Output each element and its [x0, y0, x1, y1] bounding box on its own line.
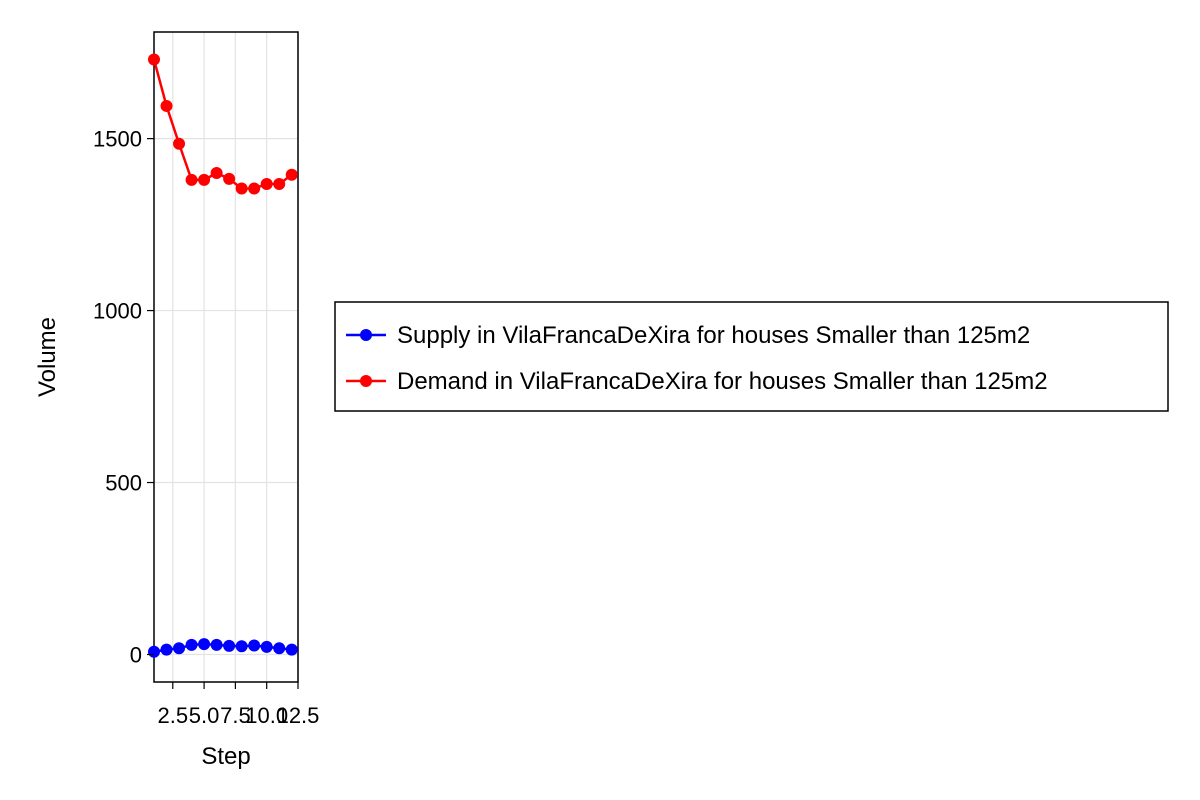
data-point	[148, 53, 160, 66]
data-point	[285, 643, 298, 656]
legend-swatch-marker	[360, 329, 372, 341]
legend-swatch-marker	[360, 375, 372, 387]
y-tick-label: 1500	[93, 127, 142, 152]
data-point	[148, 645, 160, 658]
x-tick-label: 10.0	[245, 703, 288, 728]
y-tick-label: 500	[105, 471, 142, 496]
x-tick-label: 2.5	[157, 703, 188, 728]
y-tick-label: 1000	[93, 299, 142, 324]
legend-box	[334, 301, 1169, 412]
legend-entry: Supply in VilaFrancaDeXira for houses Sm…	[346, 322, 1030, 349]
data-point	[173, 642, 186, 655]
data-point	[210, 167, 223, 180]
data-point	[273, 178, 286, 191]
x-axis-title: Step	[201, 743, 250, 770]
data-point	[223, 639, 236, 652]
data-point	[185, 638, 198, 651]
y-axis-ticks: 0 500 1000 1500	[93, 127, 154, 667]
data-point	[260, 640, 273, 653]
x-axis-ticks: 2.5 5.0 7.510.012.5	[157, 682, 319, 728]
legend-label: Demand in VilaFrancaDeXira for houses Sm…	[397, 368, 1048, 395]
data-point	[160, 99, 173, 112]
data-point	[248, 639, 261, 652]
series-layer	[148, 53, 298, 658]
x-tick-label: 7.5	[220, 703, 251, 728]
series-line	[152, 59, 293, 190]
legend-entry: Demand in VilaFrancaDeXira for houses Sm…	[346, 368, 1048, 395]
data-point	[160, 643, 173, 656]
x-tick-label: 5.0	[189, 703, 220, 728]
data-point	[285, 168, 298, 181]
legend-label: Supply in VilaFrancaDeXira for houses Sm…	[397, 322, 1030, 349]
y-axis-title: Volume	[34, 317, 61, 397]
legend: Supply in VilaFrancaDeXira for houses Sm…	[334, 301, 1169, 412]
data-point	[260, 178, 273, 191]
data-point	[235, 182, 248, 195]
y-tick-label: 0	[130, 642, 142, 667]
data-point	[273, 642, 286, 655]
data-point	[235, 640, 248, 653]
data-point	[185, 173, 198, 186]
data-point	[198, 173, 211, 186]
data-point	[223, 172, 236, 185]
x-tick-label: 12.5	[277, 703, 320, 728]
data-point	[198, 638, 211, 651]
plot-frame	[153, 31, 299, 683]
data-point	[173, 137, 186, 150]
data-point	[248, 182, 261, 195]
data-point	[210, 638, 223, 651]
series-demand	[148, 53, 298, 195]
